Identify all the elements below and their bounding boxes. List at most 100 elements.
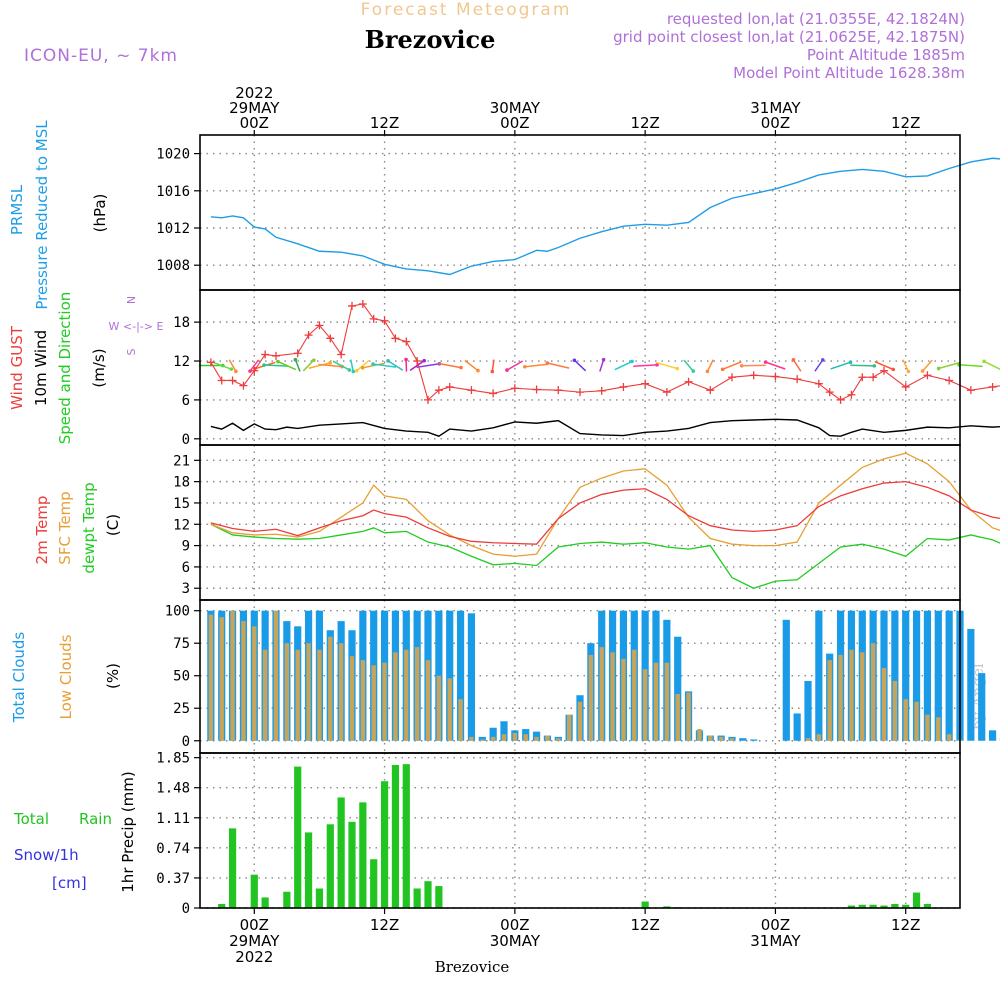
wind-arrowhead [404,358,408,362]
low-cloud-bar [708,736,712,741]
temp-tick-label: 15 [173,496,190,512]
pressure-unit: (hPa) [91,194,109,233]
low-cloud-bar [241,621,245,741]
wind-arrow [793,360,800,371]
low-cloud-bar [860,652,864,740]
gust-point [619,383,627,391]
low-cloud-bar [317,650,321,741]
rain-bar [283,892,290,908]
low-cloud-bar [252,626,256,740]
low-cloud-bar [838,655,842,741]
bottom-time-label: 30MAY [490,932,541,950]
wind-label-2: 10m Wind [32,330,50,406]
wind-arrow [766,362,786,369]
total-cloud-bar [739,738,746,741]
wind-arrowhead [351,370,355,374]
low-cloud-bar [567,715,571,741]
gust-point [902,383,910,391]
temp-frame [200,445,960,600]
wind-arrow [850,365,874,366]
low-cloud-bar [806,738,810,741]
gust-point [728,373,736,381]
gust-point [511,384,519,392]
top-time-label: 12Z [891,114,920,132]
wind-arrowhead [937,367,941,371]
gust-point [337,351,345,359]
wind-arrowhead [872,364,876,368]
top-time-label: 00Z [240,114,269,132]
closest-coords: grid point closest lon,lat (21.0625E, 42… [613,28,965,46]
dewpt-series [211,524,1000,588]
low-cloud-bar [524,734,528,741]
rain-bar [642,901,649,908]
gust-point [218,376,226,384]
wind-label-3: Speed and Direction [56,292,74,445]
panels-layer: 1020101610121008181260211815129631007550… [156,135,1000,917]
low-cloud-bar [502,734,506,741]
clouds-tick-label: 75 [173,636,190,652]
rain-bar [327,824,334,908]
low-cloud-bar [925,715,929,741]
wind-arrow [574,360,585,371]
bottom-time-label: 12Z [370,916,399,934]
low-cloud-bar [654,663,658,741]
gust-point [261,351,269,359]
wind-arrowhead [312,358,316,362]
wind-arrowhead [891,368,895,372]
sfc-temp-series [211,453,1000,556]
gust-point [945,376,953,384]
rain-bar [348,822,355,908]
low-cloud-bar [306,643,310,741]
total-cloud-bar [783,620,790,741]
total-cloud-bar [815,611,822,741]
pressure-tick-label: 1016 [156,184,190,200]
gust-point [348,302,356,310]
gust-point [359,300,367,308]
wind-arrowhead [386,359,390,363]
temp-label-3: dewpt Temp [80,482,98,573]
wind-unit: (m/s) [90,348,108,387]
precip-tick-label: 1.11 [156,811,190,827]
cloud-unit: (%) [104,663,122,689]
wind-arrowhead [691,369,695,373]
low-cloud-bar [230,611,234,741]
gust-point [793,375,801,383]
total-cloud-bar [946,611,953,741]
wind-arrowhead [348,368,352,372]
gust-point [391,334,399,342]
wind-arrowhead [821,358,825,362]
cloud-labels: Total Clouds Low Clouds (%) [10,632,122,724]
gust-point [750,371,758,379]
temp-tick-label: 12 [173,517,190,533]
wind-arrow [831,362,851,369]
precip-tick-label: 1.48 [156,781,190,797]
low-cloud-bar [274,611,278,741]
gust-point [880,367,888,375]
bottom-time-label: 12Z [891,916,920,934]
total-cloud-bar [989,730,996,740]
rain-bar [338,797,345,908]
low-cloud-bar [480,739,484,740]
rain-bar [262,897,269,908]
low-cloud-bar [513,733,517,741]
top-time-label: 00Z [761,114,790,132]
precip-unit: 1hr Precip (mm) [119,771,137,892]
low-cloud-bar [220,617,224,741]
temp-tick-label: 6 [182,560,190,576]
low-cloud-bar [296,650,300,741]
rain-bar [370,859,377,908]
wind-arrowhead [792,358,796,362]
low-cloud-bar [947,734,951,741]
low-cloud-bar [393,652,397,740]
low-cloud-bar [578,702,582,741]
precip-panel: 1.851.481.110.740.370 [156,751,960,917]
bottom-time-label: 12Z [630,916,659,934]
wind-arrowhead [476,369,480,373]
low-cloud-bar [285,643,289,741]
total-cloud-bar [750,739,757,740]
wind-arrowhead [849,360,853,364]
clouds-tick-label: 0 [182,734,190,750]
gust-point [663,388,671,396]
low-cloud-bar [350,656,354,741]
